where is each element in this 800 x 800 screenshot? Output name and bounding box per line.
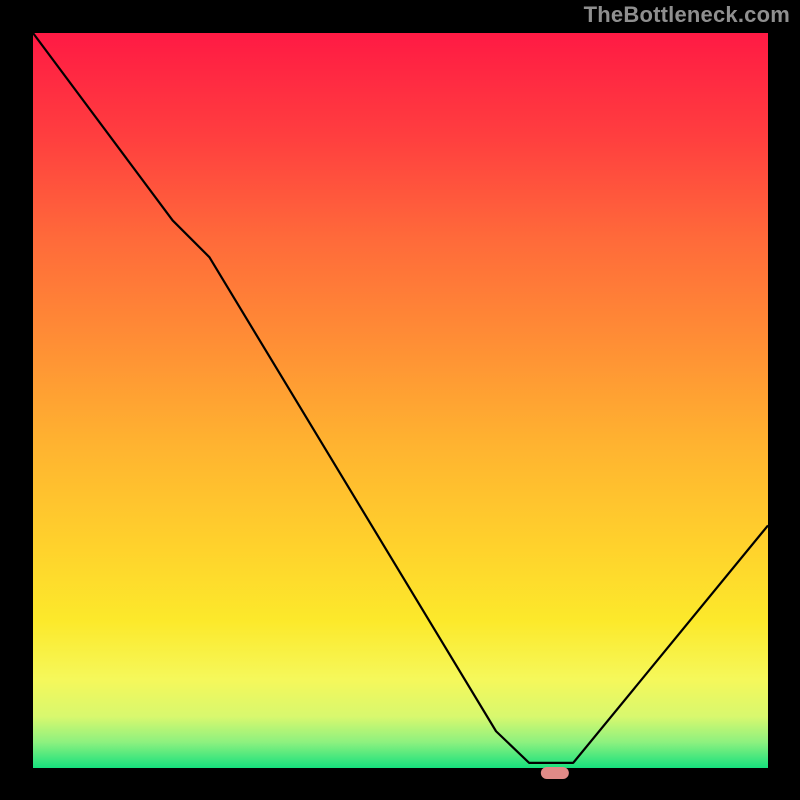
heatmap-background [33,33,768,768]
optimal-marker [541,767,569,779]
chart-root: TheBottleneck.com [0,0,800,800]
chart-svg [0,0,800,800]
watermark-label: TheBottleneck.com [584,2,790,28]
